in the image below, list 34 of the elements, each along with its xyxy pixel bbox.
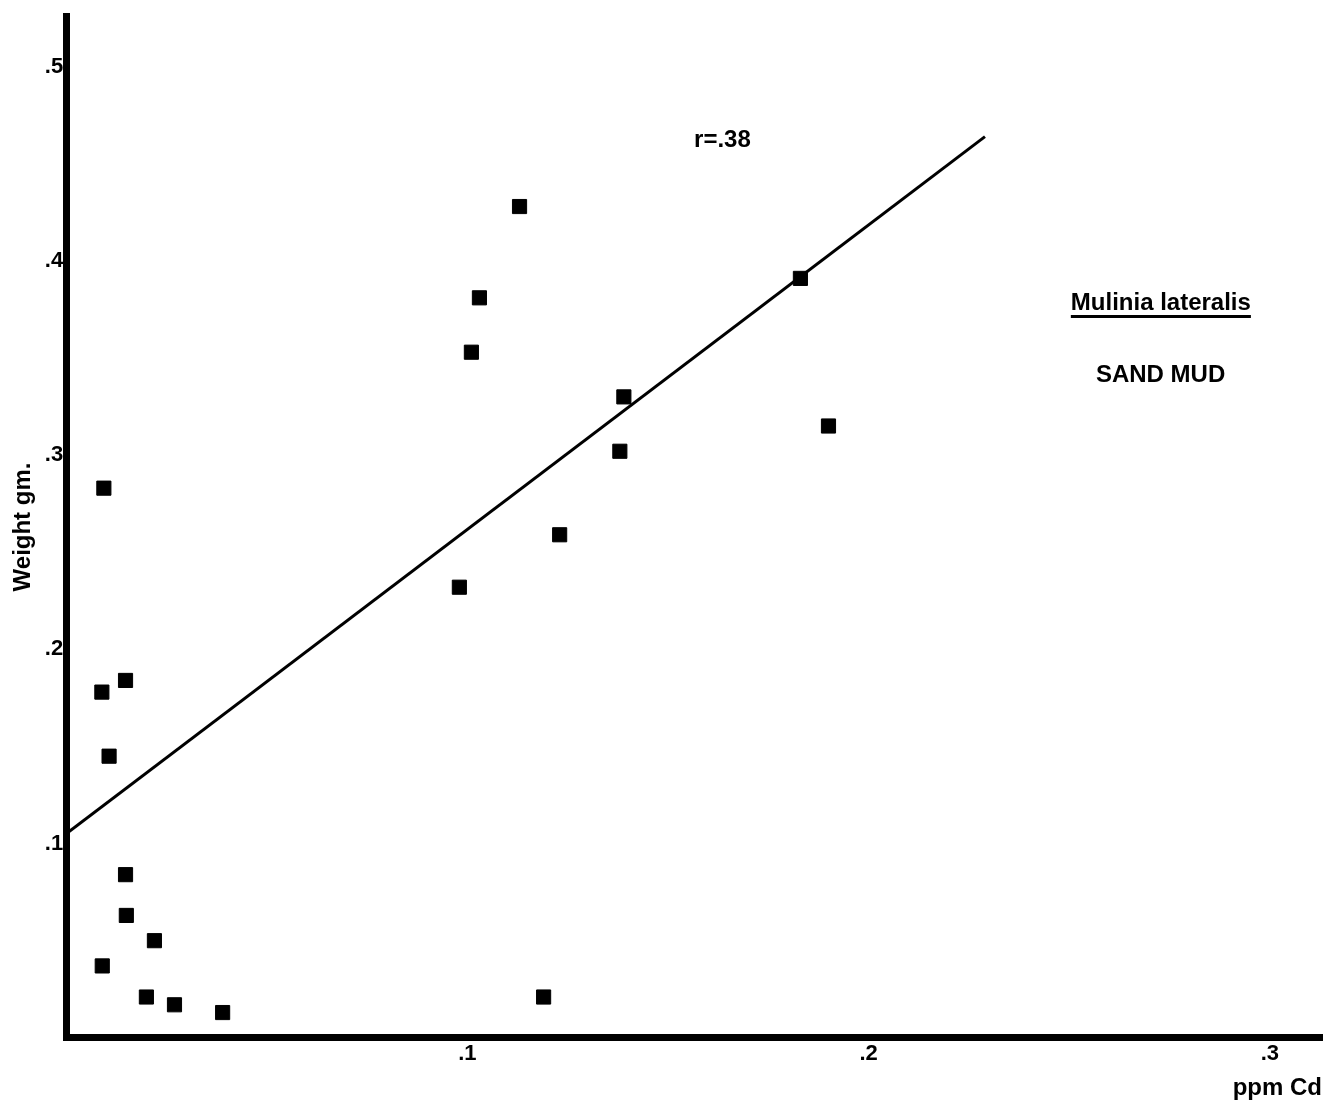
point <box>612 443 628 459</box>
point <box>471 290 487 306</box>
y-tick-label: .1 <box>44 829 64 855</box>
point <box>101 748 117 764</box>
point <box>215 1004 231 1021</box>
point <box>792 270 808 286</box>
x-tick-label: .2 <box>859 1040 878 1066</box>
point <box>96 480 112 496</box>
point <box>536 989 552 1005</box>
y-axis-title: Weight gm. <box>8 462 36 592</box>
point <box>616 389 632 405</box>
y-tick-label: .5 <box>44 52 64 78</box>
annotation: Mulinia lateralis <box>1070 288 1251 317</box>
y-tick-label: .4 <box>44 246 64 272</box>
point <box>552 527 568 543</box>
point <box>146 933 162 949</box>
point <box>511 198 528 215</box>
point <box>463 344 479 360</box>
x-tick-label: .3 <box>1260 1040 1280 1066</box>
y-tick-label: .3 <box>44 441 64 467</box>
x-axis-title: ppm Cd <box>1232 1073 1322 1101</box>
point <box>166 997 183 1013</box>
x-tick-label: .1 <box>458 1040 477 1066</box>
point <box>820 418 837 434</box>
annotation: r=.38 <box>694 125 751 153</box>
point <box>117 867 134 883</box>
point <box>94 684 110 700</box>
point <box>94 958 110 974</box>
point <box>451 579 467 595</box>
annotation: SAND MUD <box>1095 359 1226 388</box>
point <box>117 672 134 689</box>
y-tick-label: .2 <box>44 635 64 661</box>
point <box>118 907 134 924</box>
point <box>138 989 154 1005</box>
